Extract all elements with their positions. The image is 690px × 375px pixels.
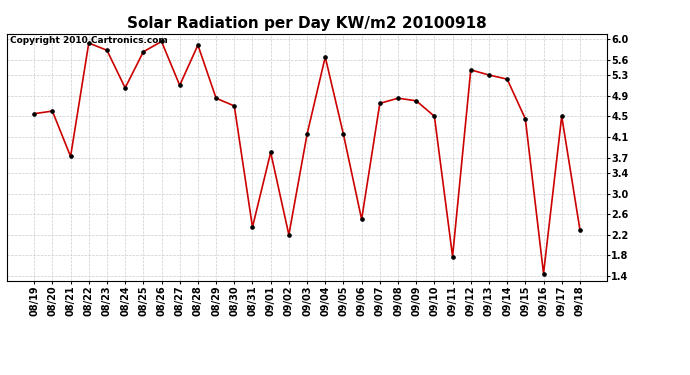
Text: Copyright 2010 Cartronics.com: Copyright 2010 Cartronics.com xyxy=(10,36,168,45)
Title: Solar Radiation per Day KW/m2 20100918: Solar Radiation per Day KW/m2 20100918 xyxy=(127,16,487,31)
